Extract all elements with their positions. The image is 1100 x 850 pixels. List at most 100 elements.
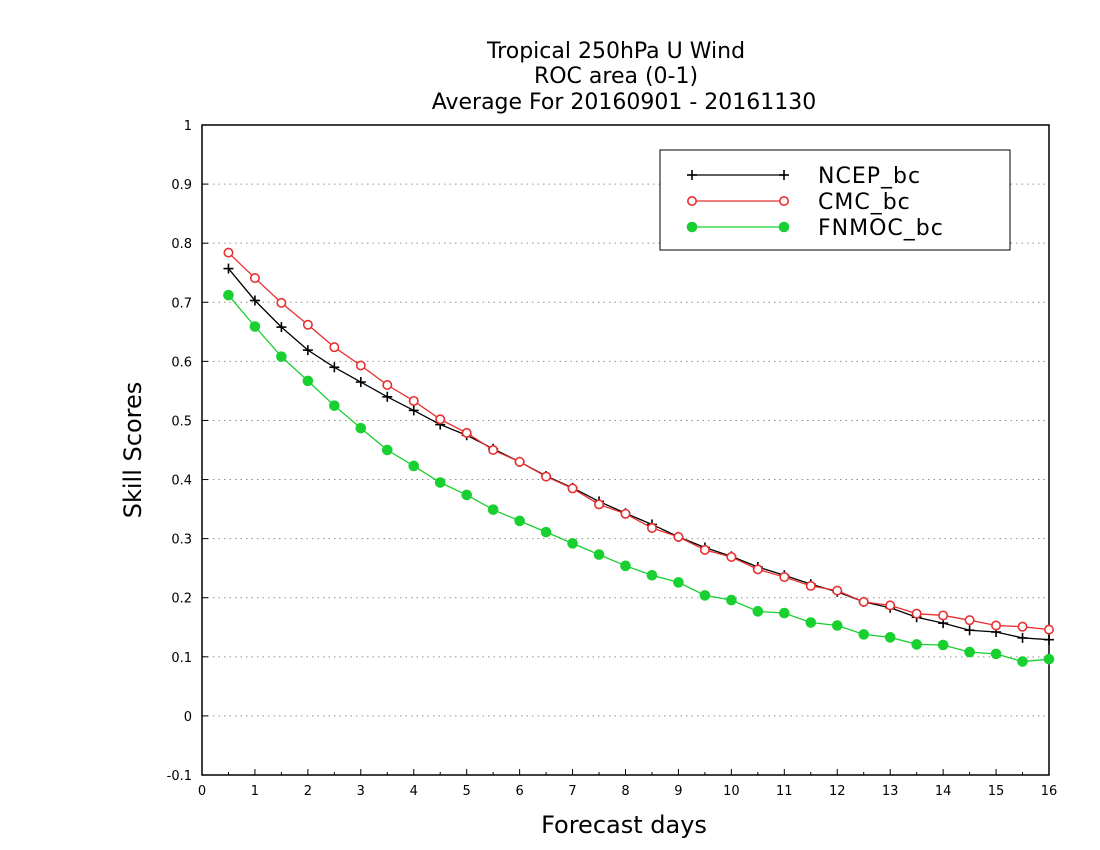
x-tick-label: 13 <box>882 784 899 799</box>
y-tick-label: 1 <box>184 119 192 134</box>
data-point <box>779 607 790 619</box>
data-point <box>355 360 366 371</box>
data-point <box>752 564 763 575</box>
data-point <box>964 615 975 626</box>
data-point <box>805 617 817 628</box>
data-point <box>1043 653 1055 665</box>
legend-box <box>659 149 1011 251</box>
data-point <box>1017 621 1028 632</box>
y-axis: -0.1 0 0.1 0.2 0.3 0.4 0.5 0.6 0.7 0.8 0.9 1 <box>167 119 208 784</box>
data-point <box>673 531 684 542</box>
y-tick-label: 0 <box>184 710 192 725</box>
y-tick-label: 0.7 <box>171 296 192 311</box>
data-point <box>487 504 499 515</box>
data-point <box>858 596 869 607</box>
data-point <box>276 351 287 362</box>
series-ncep-bc <box>223 263 1054 645</box>
data-point <box>276 322 287 333</box>
series-cmc-bc <box>223 247 1055 635</box>
data-point <box>938 610 949 621</box>
data-point <box>514 515 525 527</box>
y-tick-label: 0.1 <box>171 651 192 666</box>
series-line-fnmoc-bc <box>227 294 1050 663</box>
data-point <box>594 499 605 510</box>
data-point <box>223 289 234 301</box>
x-tick-label: 3 <box>357 784 365 799</box>
legend-item-ncep-bc: NCEP_bc <box>687 164 921 189</box>
gridlines <box>202 183 1049 717</box>
data-point <box>302 345 313 356</box>
data-point <box>249 295 260 306</box>
data-point <box>620 560 631 572</box>
data-point <box>540 526 552 538</box>
y-tick-label: 0.5 <box>171 414 192 429</box>
y-tick-label: 0.3 <box>171 533 192 548</box>
data-point <box>832 585 843 596</box>
y-tick-label: 0.9 <box>171 178 192 193</box>
data-point <box>805 580 816 591</box>
data-point <box>673 577 684 588</box>
data-point <box>1044 624 1055 635</box>
data-point <box>1017 656 1028 667</box>
data-point <box>752 606 764 617</box>
data-point <box>884 632 896 643</box>
chart-title: Tropical 250hPa U Wind ROC area (0-1) Av… <box>432 39 817 115</box>
data-point <box>1044 634 1054 645</box>
series-fnmoc-bc <box>223 289 1055 667</box>
data-point <box>991 620 1002 631</box>
data-point <box>329 342 340 353</box>
data-point <box>699 590 711 601</box>
data-point <box>382 391 393 402</box>
data-point <box>223 247 234 258</box>
data-point <box>646 522 657 533</box>
data-point <box>355 377 366 388</box>
data-point <box>381 444 393 456</box>
x-tick-label: 10 <box>723 784 740 799</box>
data-point <box>329 362 340 373</box>
data-point <box>964 646 975 658</box>
data-point <box>567 483 578 494</box>
data-point <box>223 263 234 274</box>
title-line-3: Average For 20160901 - 20161130 <box>432 90 817 115</box>
x-tick-label: 16 <box>1041 784 1058 799</box>
legend-marker <box>778 196 789 207</box>
title-line-2: ROC area (0-1) <box>534 64 698 89</box>
data-point <box>435 414 446 425</box>
data-point <box>541 471 552 482</box>
data-point <box>514 456 525 467</box>
data-point <box>911 608 922 619</box>
data-point <box>567 538 578 549</box>
legend-item-fnmoc-bc: FNMOC_bc <box>686 216 944 241</box>
data-point <box>990 648 1002 660</box>
data-point <box>831 620 843 631</box>
x-axis-label: Forecast days <box>541 811 707 839</box>
data-point <box>937 639 949 651</box>
x-tick-label: 0 <box>198 784 206 799</box>
data-point <box>646 569 658 581</box>
legend-marker <box>687 170 697 180</box>
x-tick-label: 6 <box>515 784 523 799</box>
data-point <box>1017 632 1028 643</box>
data-point <box>276 297 287 308</box>
data-point <box>302 375 314 387</box>
data-point <box>726 594 737 606</box>
data-point <box>779 572 790 583</box>
data-point <box>964 625 975 636</box>
data-point <box>249 273 260 284</box>
data-point <box>355 422 367 434</box>
y-tick-label: -0.1 <box>167 769 192 784</box>
legend-label: CMC_bc <box>818 190 911 215</box>
legend-label: NCEP_bc <box>818 164 921 189</box>
legend-marker <box>779 170 789 180</box>
data-point <box>302 319 313 330</box>
x-tick-label: 11 <box>776 784 793 799</box>
y-tick-label: 0.8 <box>171 237 192 252</box>
x-tick-label: 7 <box>568 784 576 799</box>
data-point <box>488 444 499 455</box>
legend-label: FNMOC_bc <box>818 216 944 241</box>
legend-marker <box>778 221 790 233</box>
data-point <box>382 379 393 390</box>
